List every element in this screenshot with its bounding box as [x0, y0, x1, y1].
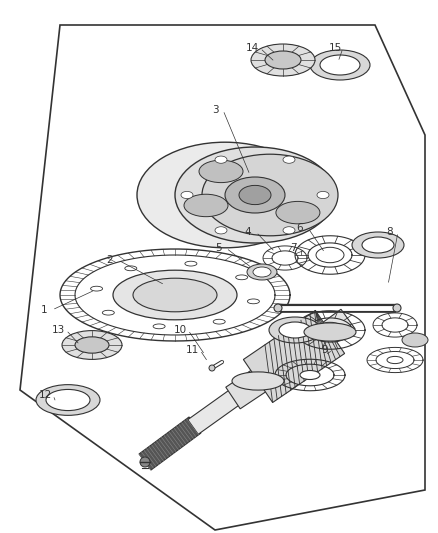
Ellipse shape: [137, 142, 313, 248]
Ellipse shape: [283, 156, 295, 163]
Ellipse shape: [62, 330, 122, 359]
Ellipse shape: [213, 319, 225, 324]
Text: 9: 9: [321, 345, 328, 355]
Ellipse shape: [310, 50, 370, 80]
Ellipse shape: [320, 55, 360, 75]
Ellipse shape: [75, 337, 109, 353]
Ellipse shape: [236, 275, 247, 280]
Text: 14: 14: [245, 43, 258, 53]
Ellipse shape: [304, 323, 356, 341]
Ellipse shape: [232, 372, 284, 390]
Ellipse shape: [247, 264, 277, 280]
Text: 12: 12: [39, 390, 52, 400]
Polygon shape: [20, 25, 425, 530]
Ellipse shape: [276, 201, 320, 224]
Ellipse shape: [199, 160, 243, 183]
Ellipse shape: [362, 237, 394, 253]
Ellipse shape: [209, 365, 215, 371]
Text: 4: 4: [245, 227, 251, 237]
Ellipse shape: [352, 232, 404, 258]
Ellipse shape: [393, 304, 401, 312]
Ellipse shape: [91, 286, 102, 291]
Ellipse shape: [225, 177, 285, 213]
Ellipse shape: [251, 44, 315, 76]
Ellipse shape: [316, 247, 344, 263]
Text: 2: 2: [107, 255, 113, 265]
Polygon shape: [244, 311, 345, 402]
Text: 11: 11: [185, 345, 198, 355]
Text: 1: 1: [41, 305, 47, 315]
Ellipse shape: [125, 266, 137, 271]
Ellipse shape: [215, 156, 227, 163]
Text: 3: 3: [212, 105, 218, 115]
Ellipse shape: [215, 227, 227, 234]
Text: 13: 13: [51, 325, 65, 335]
Ellipse shape: [140, 457, 150, 467]
Ellipse shape: [283, 227, 295, 234]
Ellipse shape: [316, 322, 344, 338]
Ellipse shape: [46, 390, 90, 410]
Ellipse shape: [265, 51, 301, 69]
Ellipse shape: [300, 370, 320, 379]
Polygon shape: [226, 369, 267, 409]
Ellipse shape: [102, 310, 114, 315]
Polygon shape: [323, 309, 355, 342]
Ellipse shape: [253, 267, 271, 277]
Ellipse shape: [269, 317, 321, 343]
Text: 6: 6: [297, 223, 303, 233]
Ellipse shape: [239, 185, 271, 205]
Text: 15: 15: [328, 43, 342, 53]
Ellipse shape: [387, 357, 403, 364]
Polygon shape: [139, 417, 201, 470]
Ellipse shape: [153, 324, 165, 329]
Ellipse shape: [247, 299, 259, 304]
Ellipse shape: [113, 270, 237, 320]
Ellipse shape: [181, 191, 193, 199]
Text: 8: 8: [387, 227, 393, 237]
Ellipse shape: [175, 147, 335, 243]
Ellipse shape: [274, 304, 282, 312]
Ellipse shape: [317, 191, 329, 199]
Text: 5: 5: [215, 243, 221, 253]
Text: 10: 10: [173, 325, 187, 335]
Ellipse shape: [279, 322, 311, 338]
Ellipse shape: [202, 154, 338, 236]
Ellipse shape: [402, 333, 428, 347]
Text: 7: 7: [290, 243, 297, 253]
Ellipse shape: [133, 278, 217, 312]
Ellipse shape: [36, 385, 100, 415]
Polygon shape: [188, 390, 240, 434]
Ellipse shape: [184, 194, 228, 217]
Ellipse shape: [185, 261, 197, 266]
